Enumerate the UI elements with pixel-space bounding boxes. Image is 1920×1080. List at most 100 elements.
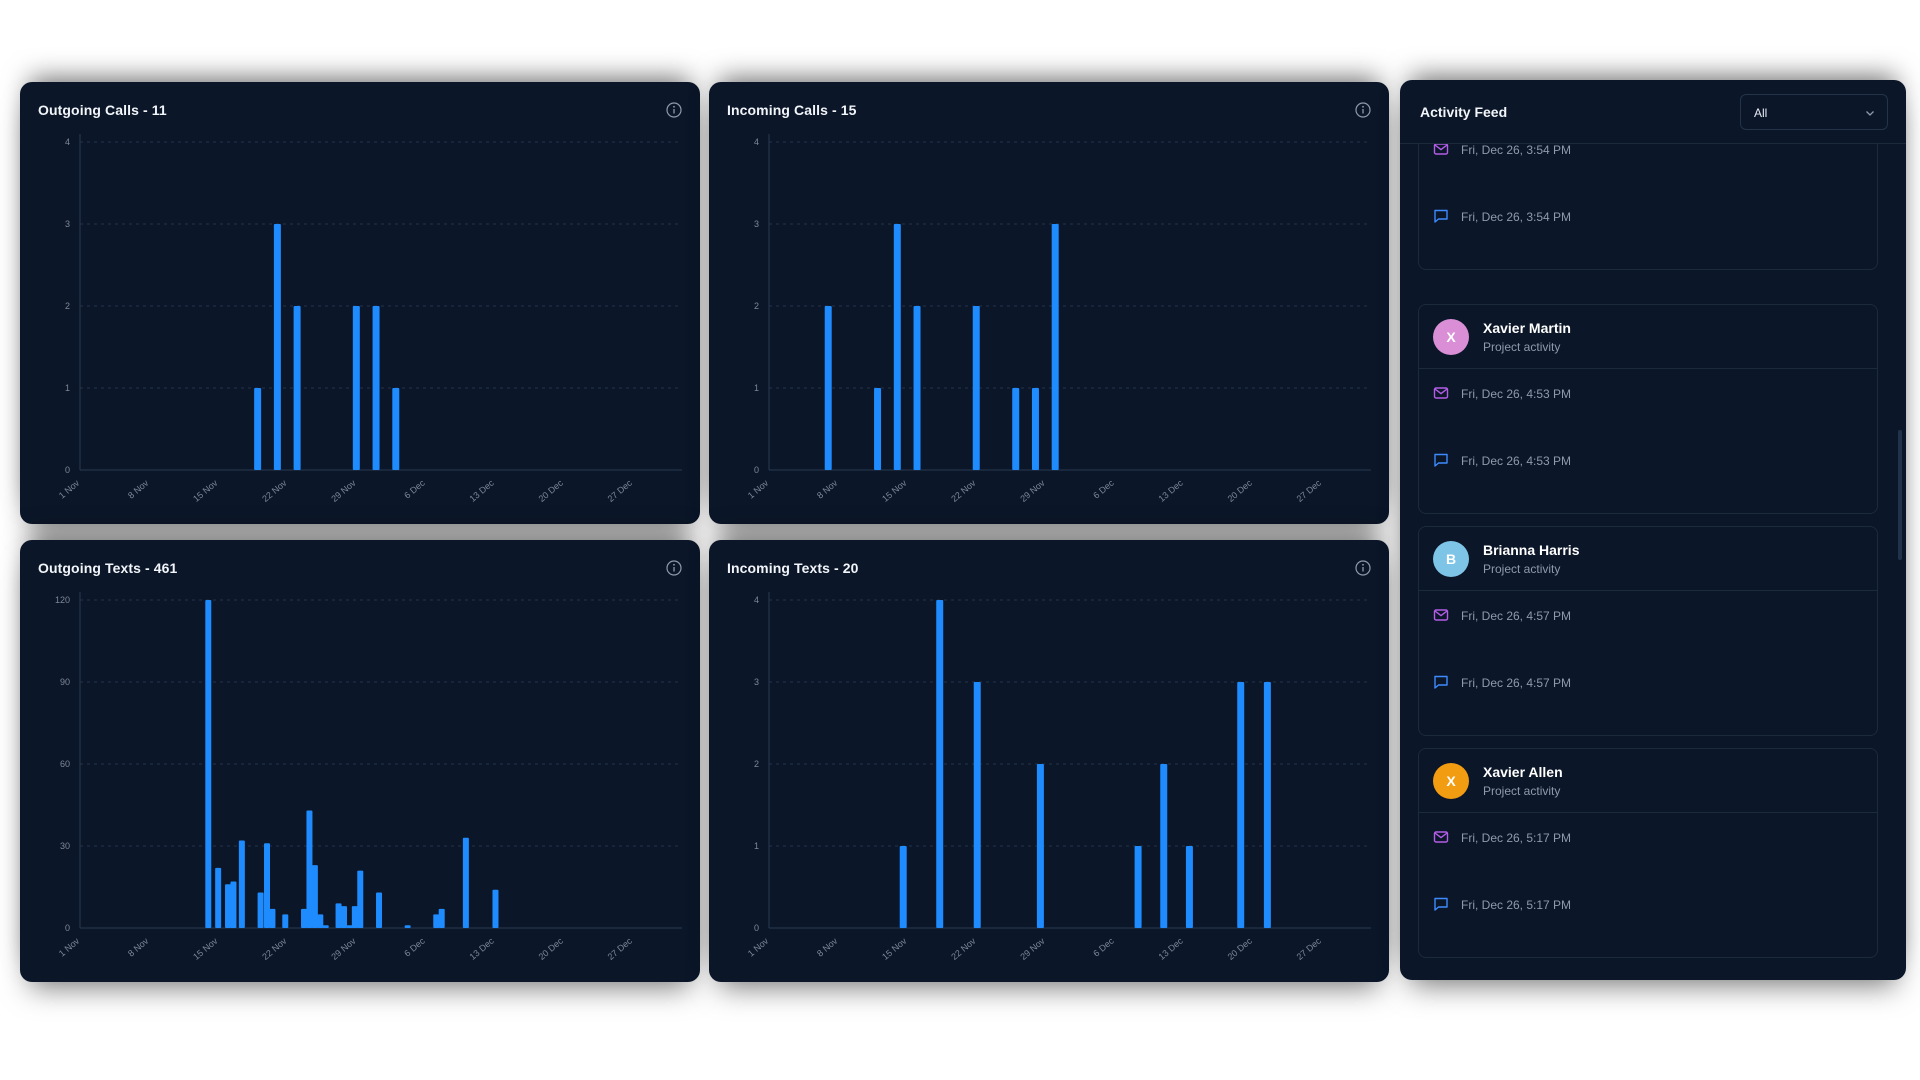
activity-item[interactable]: Fri, Dec 26, 4:57 PM (1419, 591, 1877, 658)
chart-bar (225, 884, 232, 928)
chart-bar (1185, 846, 1193, 928)
x-tick-label: 15 Nov (880, 936, 909, 962)
x-tick-label: 1 Nov (746, 478, 771, 501)
incoming-texts-title-text: Incoming Texts - (727, 560, 843, 576)
chart-bar (1263, 682, 1271, 928)
chart-bar (824, 306, 832, 470)
activity-feed-list[interactable]: Fri, Dec 26, 3:54 PM Fri, Dec 26, 3:54 P… (1400, 144, 1906, 980)
outgoing-calls-card: Outgoing Calls - 11 0 1 2 3 4 1 Nov 8 Nov 15 No… (20, 82, 700, 524)
activity-person[interactable]: X Xavier Martin Project activity (1419, 305, 1877, 369)
y-tick-label: 3 (65, 219, 70, 229)
chart-bar (293, 306, 301, 470)
activity-group: B Brianna Harris Project activity Fri, D… (1418, 526, 1878, 736)
chat-icon (1434, 209, 1448, 223)
chart-bar (238, 840, 245, 928)
y-tick-label: 2 (65, 301, 70, 311)
outgoing-calls-count: 11 (151, 102, 167, 118)
activity-item[interactable]: Fri, Dec 26, 4:53 PM (1419, 436, 1877, 503)
chart-bar (372, 306, 380, 470)
activity-item[interactable]: Fri, Dec 26, 3:54 PM (1419, 192, 1877, 259)
chart-bar (874, 388, 882, 470)
person-name: Brianna Harris (1483, 542, 1580, 558)
chart-bar (1036, 764, 1044, 928)
avatar: X (1433, 319, 1469, 355)
chart-bar (972, 306, 980, 470)
activity-time: Fri, Dec 26, 3:54 PM (1461, 210, 1572, 224)
chart-bar (230, 881, 237, 928)
x-tick-label: 13 Dec (467, 936, 496, 962)
incoming-texts-chart: 0 1 2 3 4 1 Nov 8 Nov 15 Nov 22 Nov 29 Nov 6 Dec 13… (746, 592, 1371, 962)
chart-bar (1031, 388, 1039, 470)
chart-bar (257, 892, 264, 928)
activity-feed-title: Activity Feed (1420, 104, 1508, 120)
activity-item[interactable]: Fri, Dec 26, 5:17 PM (1419, 813, 1877, 880)
y-tick-label: 4 (754, 137, 759, 147)
activity-group: X Xavier Allen Project activity Fri, Dec… (1418, 748, 1878, 958)
x-tick-label: 1 Nov (57, 936, 82, 959)
avatar: B (1433, 541, 1469, 577)
outgoing-texts-title-text: Outgoing Texts - (38, 560, 154, 576)
chart-bar (1012, 388, 1020, 470)
activity-item[interactable]: Fri, Dec 26, 3:54 PM (1419, 144, 1877, 192)
info-icon[interactable] (666, 102, 682, 118)
person-name: Xavier Allen (1483, 764, 1563, 780)
activity-feed-panel: Activity Feed All Fri, Dec 26, 3:54 PM (1400, 80, 1906, 980)
chart-bar (352, 306, 360, 470)
y-tick-label: 0 (65, 923, 70, 933)
x-tick-label: 8 Nov (815, 478, 840, 501)
chart-bar (1051, 224, 1059, 470)
x-tick-label: 29 Nov (1018, 936, 1047, 962)
x-tick-label: 6 Dec (1091, 936, 1116, 959)
x-tick-label: 22 Nov (949, 936, 978, 962)
incoming-calls-count: 15 (840, 102, 857, 118)
activity-item[interactable]: Fri, Dec 26, 4:53 PM (1419, 369, 1877, 436)
info-icon[interactable] (1355, 102, 1371, 118)
y-tick-label: 4 (65, 137, 70, 147)
person-subtitle: Project activity (1483, 784, 1561, 798)
activity-feed-header: Activity Feed All (1400, 80, 1906, 144)
chart-bar (351, 906, 358, 928)
info-icon[interactable] (666, 560, 682, 576)
activity-group: X Xavier Martin Project activity Fri, De… (1418, 304, 1878, 514)
activity-time: Fri, Dec 26, 4:57 PM (1461, 676, 1572, 690)
x-tick-label: 20 Dec (537, 478, 566, 504)
y-tick-label: 0 (754, 923, 759, 933)
chart-bar (322, 925, 329, 928)
chevron-down-icon (1866, 111, 1874, 116)
info-icon[interactable] (1355, 560, 1371, 576)
y-tick-label: 120 (55, 595, 70, 605)
chart-bar (392, 388, 400, 470)
y-tick-label: 0 (754, 465, 759, 475)
feed-scrollbar[interactable] (1898, 430, 1902, 560)
x-tick-label: 8 Nov (815, 936, 840, 959)
incoming-calls-card: Incoming Calls - 15 0 1 2 3 4 1 Nov 8 Nov 15 No… (709, 82, 1389, 524)
y-tick-label: 3 (754, 219, 759, 229)
x-tick-label: 20 Dec (1226, 478, 1255, 504)
y-tick-label: 3 (754, 677, 759, 687)
chat-icon (1434, 897, 1448, 911)
incoming-texts-title: Incoming Texts - 20 (727, 560, 859, 576)
chart-bar (936, 600, 944, 928)
activity-item[interactable]: Fri, Dec 26, 4:57 PM (1419, 658, 1877, 725)
x-tick-label: 27 Dec (606, 936, 635, 962)
incoming-calls-title: Incoming Calls - 15 (727, 102, 857, 118)
activity-person[interactable]: B Brianna Harris Project activity (1419, 527, 1877, 591)
y-tick-label: 4 (754, 595, 759, 605)
y-tick-label: 2 (754, 301, 759, 311)
activity-time: Fri, Dec 26, 4:53 PM (1461, 454, 1572, 468)
activity-item[interactable]: Fri, Dec 26, 5:17 PM (1419, 880, 1877, 947)
outgoing-texts-title: Outgoing Texts - 461 (38, 560, 177, 576)
chart-bar (1134, 846, 1142, 928)
incoming-texts-card: Incoming Texts - 20 0 1 2 3 4 1 Nov 8 Nov 15 No… (709, 540, 1389, 982)
chart-bar (317, 914, 324, 928)
activity-person[interactable]: X Xavier Allen Project activity (1419, 749, 1877, 813)
activity-time: Fri, Dec 26, 5:17 PM (1461, 831, 1572, 845)
y-tick-label: 1 (754, 383, 759, 393)
x-tick-label: 20 Dec (537, 936, 566, 962)
activity-filter-select[interactable]: All (1740, 94, 1888, 130)
chart-bar (340, 906, 347, 928)
x-tick-label: 13 Dec (1156, 478, 1185, 504)
outgoing-calls-title-text: Outgoing Calls - (38, 102, 152, 118)
chart-bar (346, 925, 353, 928)
y-tick-label: 30 (60, 841, 70, 851)
